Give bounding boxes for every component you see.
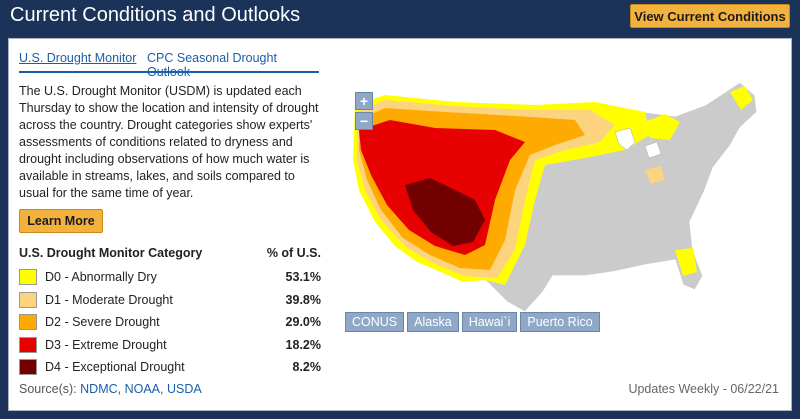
legend-swatch: [19, 359, 37, 375]
legend-category-header: U.S. Drought Monitor Category: [19, 246, 203, 260]
legend-swatch: [19, 291, 37, 308]
sources-separator: ,: [117, 382, 125, 396]
great-lakes: [614, 127, 662, 159]
legend-swatch: [19, 336, 37, 353]
d0-east-3: [675, 248, 697, 276]
legend-row: D1 - Moderate Drought 39.8%: [19, 290, 321, 313]
legend-label: D1 - Moderate Drought: [45, 292, 173, 307]
legend-swatch: [19, 269, 37, 285]
region-alaska-button[interactable]: Alaska: [407, 312, 459, 332]
tab-bar: U.S. Drought Monitor CPC Seasonal Drough…: [19, 49, 319, 79]
legend-label: D4 - Exceptional Drought: [45, 360, 185, 374]
region-buttons: CONUS Alaska Hawai`i Puerto Rico: [345, 312, 600, 332]
legend-label: D3 - Extreme Drought: [45, 337, 167, 352]
header: Current Conditions and Outlooks View Cur…: [0, 0, 800, 36]
legend-value: 18.2%: [285, 337, 321, 352]
sources-separator: ,: [160, 382, 167, 396]
legend-value: 39.8%: [285, 292, 321, 307]
source-link-noaa[interactable]: NOAA: [124, 382, 161, 396]
legend-label: D2 - Severe Drought: [45, 315, 160, 329]
d0-east-1: [645, 114, 680, 140]
sources: Source(s): NDMC, NOAA, USDA: [19, 382, 202, 396]
legend-row: D0 - Abnormally Dry 53.1%: [19, 267, 321, 290]
region-hawaii-button[interactable]: Hawai`i: [461, 312, 518, 332]
legend-value: 53.1%: [285, 270, 321, 284]
page-title: Current Conditions and Outlooks: [10, 4, 301, 26]
legend-row: D4 - Exceptional Drought 8.2%: [19, 357, 321, 380]
sources-prefix: Source(s):: [19, 382, 81, 396]
view-current-conditions-button[interactable]: View Current Conditions: [630, 4, 790, 28]
tab-drought-monitor[interactable]: U.S. Drought Monitor: [19, 51, 137, 65]
legend-value: 8.2%: [292, 360, 322, 374]
description-text: The U.S. Drought Monitor (USDM) is updat…: [19, 84, 319, 200]
region-puerto-rico-button[interactable]: Puerto Rico: [520, 312, 600, 332]
source-link-ndmc[interactable]: NDMC: [80, 382, 118, 396]
legend-label: D0 - Abnormally Dry: [45, 270, 157, 284]
source-link-usda[interactable]: USDA: [166, 382, 202, 396]
legend-row: D3 - Extreme Drought 18.2%: [19, 335, 321, 358]
legend-header: U.S. Drought Monitor Category % of U.S.: [19, 246, 321, 264]
learn-more-button[interactable]: Learn More: [19, 209, 103, 233]
d0-east-2: [730, 86, 753, 110]
d4-area: [405, 178, 485, 246]
zoom-in-button[interactable]: +: [355, 92, 373, 110]
legend-row: D2 - Severe Drought 29.0%: [19, 312, 321, 335]
legend-value: 29.0%: [285, 315, 321, 329]
zoom-out-button[interactable]: −: [355, 112, 373, 130]
legend-swatch: [19, 314, 37, 330]
updates-text: Updates Weekly - 06/22/21: [628, 382, 779, 396]
d1-east: [645, 166, 665, 184]
drought-map-graphic: [352, 81, 758, 313]
tab-seasonal-outlook[interactable]: CPC Seasonal Drought Outlook: [147, 51, 277, 79]
region-conus-button[interactable]: CONUS: [345, 312, 405, 332]
legend-pct-header: % of U.S.: [266, 246, 321, 260]
legend: D0 - Abnormally Dry 53.1% D1 - Moderate Dr…: [19, 267, 321, 380]
drought-map[interactable]: + −: [345, 50, 775, 332]
